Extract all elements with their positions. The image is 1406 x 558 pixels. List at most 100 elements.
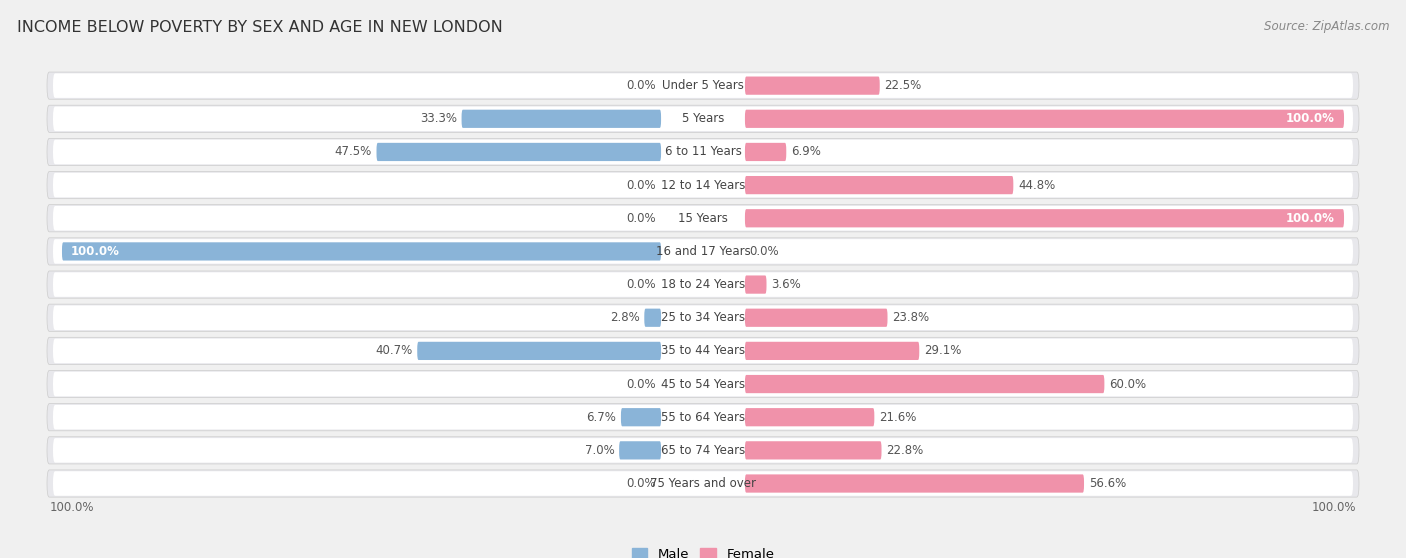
Text: 16 and 17 Years: 16 and 17 Years	[655, 245, 751, 258]
FancyBboxPatch shape	[53, 405, 1353, 430]
Text: 6.9%: 6.9%	[792, 146, 821, 158]
Text: 0.0%: 0.0%	[627, 278, 657, 291]
Text: 35 to 44 Years: 35 to 44 Years	[661, 344, 745, 357]
Text: 22.8%: 22.8%	[886, 444, 924, 457]
Text: 0.0%: 0.0%	[627, 179, 657, 191]
FancyBboxPatch shape	[621, 408, 661, 426]
FancyBboxPatch shape	[745, 309, 887, 327]
FancyBboxPatch shape	[664, 307, 742, 328]
FancyBboxPatch shape	[46, 437, 1360, 464]
Text: 47.5%: 47.5%	[335, 146, 371, 158]
FancyBboxPatch shape	[46, 470, 1360, 497]
FancyBboxPatch shape	[53, 239, 1353, 264]
Text: 0.0%: 0.0%	[627, 477, 657, 490]
Text: 7.0%: 7.0%	[585, 444, 614, 457]
Text: 56.6%: 56.6%	[1088, 477, 1126, 490]
Legend: Male, Female: Male, Female	[626, 543, 780, 558]
Text: 15 Years: 15 Years	[678, 212, 728, 225]
FancyBboxPatch shape	[53, 73, 1353, 98]
FancyBboxPatch shape	[46, 403, 1360, 431]
FancyBboxPatch shape	[745, 209, 1344, 228]
FancyBboxPatch shape	[46, 304, 1360, 331]
FancyBboxPatch shape	[664, 374, 742, 394]
Text: 65 to 74 Years: 65 to 74 Years	[661, 444, 745, 457]
FancyBboxPatch shape	[46, 138, 1360, 166]
Text: 21.6%: 21.6%	[879, 411, 917, 424]
Text: 33.3%: 33.3%	[420, 112, 457, 126]
FancyBboxPatch shape	[745, 474, 1084, 493]
FancyBboxPatch shape	[664, 175, 742, 195]
FancyBboxPatch shape	[46, 238, 1360, 265]
FancyBboxPatch shape	[53, 173, 1353, 198]
FancyBboxPatch shape	[664, 75, 742, 96]
Text: 0.0%: 0.0%	[627, 378, 657, 391]
FancyBboxPatch shape	[745, 176, 1014, 194]
FancyBboxPatch shape	[664, 440, 742, 460]
FancyBboxPatch shape	[745, 341, 920, 360]
FancyBboxPatch shape	[745, 76, 880, 95]
FancyBboxPatch shape	[53, 339, 1353, 363]
FancyBboxPatch shape	[745, 276, 766, 294]
FancyBboxPatch shape	[46, 72, 1360, 99]
Text: 5 Years: 5 Years	[682, 112, 724, 126]
Text: INCOME BELOW POVERTY BY SEX AND AGE IN NEW LONDON: INCOME BELOW POVERTY BY SEX AND AGE IN N…	[17, 20, 502, 35]
Text: 55 to 64 Years: 55 to 64 Years	[661, 411, 745, 424]
Text: 75 Years and over: 75 Years and over	[650, 477, 756, 490]
FancyBboxPatch shape	[46, 171, 1360, 199]
FancyBboxPatch shape	[46, 271, 1360, 298]
Text: 0.0%: 0.0%	[627, 79, 657, 92]
Text: 100.0%: 100.0%	[1286, 112, 1336, 126]
Text: 29.1%: 29.1%	[924, 344, 962, 357]
FancyBboxPatch shape	[53, 107, 1353, 131]
FancyBboxPatch shape	[53, 305, 1353, 330]
FancyBboxPatch shape	[664, 407, 742, 427]
FancyBboxPatch shape	[53, 438, 1353, 463]
Text: 44.8%: 44.8%	[1018, 179, 1056, 191]
FancyBboxPatch shape	[46, 371, 1360, 398]
Text: Under 5 Years: Under 5 Years	[662, 79, 744, 92]
FancyBboxPatch shape	[46, 337, 1360, 364]
Text: 40.7%: 40.7%	[375, 344, 412, 357]
Text: 18 to 24 Years: 18 to 24 Years	[661, 278, 745, 291]
FancyBboxPatch shape	[745, 110, 1344, 128]
Text: 0.0%: 0.0%	[749, 245, 779, 258]
Text: 45 to 54 Years: 45 to 54 Years	[661, 378, 745, 391]
Text: 25 to 34 Years: 25 to 34 Years	[661, 311, 745, 324]
FancyBboxPatch shape	[664, 241, 742, 262]
FancyBboxPatch shape	[46, 105, 1360, 132]
FancyBboxPatch shape	[53, 372, 1353, 396]
Text: 100.0%: 100.0%	[70, 245, 120, 258]
FancyBboxPatch shape	[745, 441, 882, 459]
Text: 12 to 14 Years: 12 to 14 Years	[661, 179, 745, 191]
Text: 60.0%: 60.0%	[1109, 378, 1146, 391]
FancyBboxPatch shape	[664, 341, 742, 361]
FancyBboxPatch shape	[46, 205, 1360, 232]
FancyBboxPatch shape	[53, 140, 1353, 164]
Text: 3.6%: 3.6%	[772, 278, 801, 291]
Text: 0.0%: 0.0%	[627, 212, 657, 225]
FancyBboxPatch shape	[418, 341, 661, 360]
FancyBboxPatch shape	[745, 408, 875, 426]
Text: 23.8%: 23.8%	[893, 311, 929, 324]
Text: 2.8%: 2.8%	[610, 311, 640, 324]
FancyBboxPatch shape	[644, 309, 661, 327]
FancyBboxPatch shape	[53, 472, 1353, 496]
Text: 100.0%: 100.0%	[1312, 501, 1355, 514]
Text: 22.5%: 22.5%	[884, 79, 922, 92]
FancyBboxPatch shape	[745, 375, 1104, 393]
FancyBboxPatch shape	[664, 109, 742, 129]
FancyBboxPatch shape	[377, 143, 661, 161]
Text: 100.0%: 100.0%	[51, 501, 94, 514]
Text: Source: ZipAtlas.com: Source: ZipAtlas.com	[1264, 20, 1389, 32]
FancyBboxPatch shape	[664, 142, 742, 162]
FancyBboxPatch shape	[53, 206, 1353, 230]
Text: 100.0%: 100.0%	[1286, 212, 1336, 225]
FancyBboxPatch shape	[461, 110, 661, 128]
FancyBboxPatch shape	[62, 242, 661, 261]
Text: 6 to 11 Years: 6 to 11 Years	[665, 146, 741, 158]
FancyBboxPatch shape	[619, 441, 661, 459]
FancyBboxPatch shape	[664, 275, 742, 295]
FancyBboxPatch shape	[745, 143, 786, 161]
FancyBboxPatch shape	[53, 272, 1353, 297]
Text: 6.7%: 6.7%	[586, 411, 616, 424]
